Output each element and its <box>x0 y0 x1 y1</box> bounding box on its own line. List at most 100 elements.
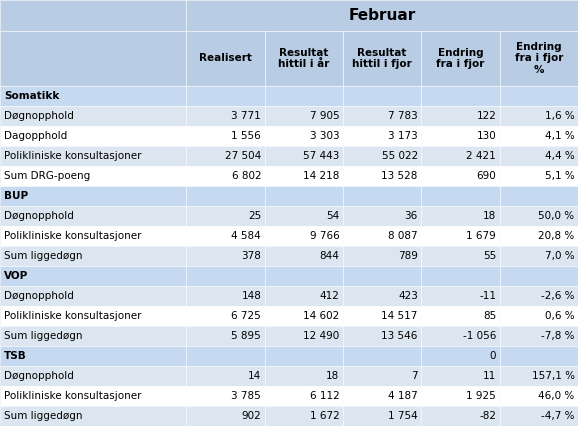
FancyBboxPatch shape <box>343 406 421 426</box>
FancyBboxPatch shape <box>265 386 343 406</box>
Text: TSB: TSB <box>4 351 27 361</box>
FancyBboxPatch shape <box>265 146 343 166</box>
FancyBboxPatch shape <box>0 166 186 186</box>
FancyBboxPatch shape <box>421 86 499 106</box>
Text: Døgnopphold: Døgnopphold <box>4 111 74 121</box>
Text: 13 528: 13 528 <box>381 171 418 181</box>
FancyBboxPatch shape <box>421 126 499 146</box>
FancyBboxPatch shape <box>186 286 265 306</box>
FancyBboxPatch shape <box>499 206 578 226</box>
FancyBboxPatch shape <box>499 286 578 306</box>
Text: 25: 25 <box>248 211 261 221</box>
FancyBboxPatch shape <box>343 286 421 306</box>
FancyBboxPatch shape <box>499 406 578 426</box>
Text: 1 679: 1 679 <box>466 231 496 241</box>
FancyBboxPatch shape <box>186 266 265 286</box>
Text: 7,0 %: 7,0 % <box>545 251 575 261</box>
FancyBboxPatch shape <box>186 31 265 86</box>
FancyBboxPatch shape <box>265 366 343 386</box>
Text: Sum DRG-poeng: Sum DRG-poeng <box>4 171 90 181</box>
Text: 11: 11 <box>483 371 496 381</box>
FancyBboxPatch shape <box>265 406 343 426</box>
Text: 6 112: 6 112 <box>310 391 339 401</box>
FancyBboxPatch shape <box>0 306 186 326</box>
FancyBboxPatch shape <box>0 266 186 286</box>
FancyBboxPatch shape <box>343 106 421 126</box>
FancyBboxPatch shape <box>0 146 186 166</box>
FancyBboxPatch shape <box>186 406 265 426</box>
FancyBboxPatch shape <box>265 206 343 226</box>
Text: 9 766: 9 766 <box>310 231 339 241</box>
FancyBboxPatch shape <box>265 106 343 126</box>
Text: 1 754: 1 754 <box>388 411 418 421</box>
FancyBboxPatch shape <box>265 346 343 366</box>
FancyBboxPatch shape <box>0 286 186 306</box>
FancyBboxPatch shape <box>421 346 499 366</box>
Text: Endring
fra i fjor
%: Endring fra i fjor % <box>514 42 563 75</box>
FancyBboxPatch shape <box>421 366 499 386</box>
FancyBboxPatch shape <box>499 246 578 266</box>
FancyBboxPatch shape <box>499 266 578 286</box>
Text: Februar: Februar <box>349 8 416 23</box>
FancyBboxPatch shape <box>499 226 578 246</box>
FancyBboxPatch shape <box>421 106 499 126</box>
FancyBboxPatch shape <box>421 31 499 86</box>
FancyBboxPatch shape <box>421 306 499 326</box>
Text: 3 303: 3 303 <box>310 131 339 141</box>
FancyBboxPatch shape <box>186 186 265 206</box>
Text: Døgnopphold: Døgnopphold <box>4 371 74 381</box>
FancyBboxPatch shape <box>0 86 186 106</box>
FancyBboxPatch shape <box>0 226 186 246</box>
Text: 3 785: 3 785 <box>231 391 261 401</box>
FancyBboxPatch shape <box>0 406 186 426</box>
Text: 14 218: 14 218 <box>303 171 339 181</box>
Text: Døgnopphold: Døgnopphold <box>4 211 74 221</box>
Text: 7 905: 7 905 <box>310 111 339 121</box>
FancyBboxPatch shape <box>343 386 421 406</box>
Text: 423: 423 <box>398 291 418 301</box>
FancyBboxPatch shape <box>186 0 578 31</box>
FancyBboxPatch shape <box>499 186 578 206</box>
FancyBboxPatch shape <box>499 386 578 406</box>
Text: 14 517: 14 517 <box>381 311 418 321</box>
Text: VOP: VOP <box>4 271 28 281</box>
Text: 844: 844 <box>320 251 339 261</box>
Text: Resultat
hittil i år: Resultat hittil i år <box>278 48 329 69</box>
FancyBboxPatch shape <box>265 86 343 106</box>
Text: 14: 14 <box>248 371 261 381</box>
FancyBboxPatch shape <box>0 366 186 386</box>
Text: 27 504: 27 504 <box>225 151 261 161</box>
FancyBboxPatch shape <box>0 126 186 146</box>
FancyBboxPatch shape <box>499 326 578 346</box>
Text: Sum liggedøgn: Sum liggedøgn <box>4 331 83 341</box>
FancyBboxPatch shape <box>186 346 265 366</box>
Text: 6 802: 6 802 <box>232 171 261 181</box>
Text: 789: 789 <box>398 251 418 261</box>
FancyBboxPatch shape <box>343 126 421 146</box>
FancyBboxPatch shape <box>343 206 421 226</box>
FancyBboxPatch shape <box>186 146 265 166</box>
Text: 55: 55 <box>483 251 496 261</box>
Text: 1,6 %: 1,6 % <box>545 111 575 121</box>
FancyBboxPatch shape <box>186 166 265 186</box>
Text: 412: 412 <box>320 291 339 301</box>
Text: 148: 148 <box>242 291 261 301</box>
FancyBboxPatch shape <box>421 266 499 286</box>
Text: 4 187: 4 187 <box>388 391 418 401</box>
FancyBboxPatch shape <box>0 326 186 346</box>
Text: Somatikk: Somatikk <box>4 91 60 101</box>
FancyBboxPatch shape <box>343 166 421 186</box>
Text: Endring
fra i fjor: Endring fra i fjor <box>436 48 485 69</box>
Text: 7: 7 <box>411 371 418 381</box>
FancyBboxPatch shape <box>265 266 343 286</box>
FancyBboxPatch shape <box>499 106 578 126</box>
FancyBboxPatch shape <box>186 206 265 226</box>
FancyBboxPatch shape <box>265 31 343 86</box>
FancyBboxPatch shape <box>0 0 186 31</box>
FancyBboxPatch shape <box>186 306 265 326</box>
Text: -11: -11 <box>479 291 496 301</box>
Text: -1 056: -1 056 <box>463 331 496 341</box>
Text: 130: 130 <box>476 131 496 141</box>
Text: 46,0 %: 46,0 % <box>538 391 575 401</box>
Text: 902: 902 <box>242 411 261 421</box>
